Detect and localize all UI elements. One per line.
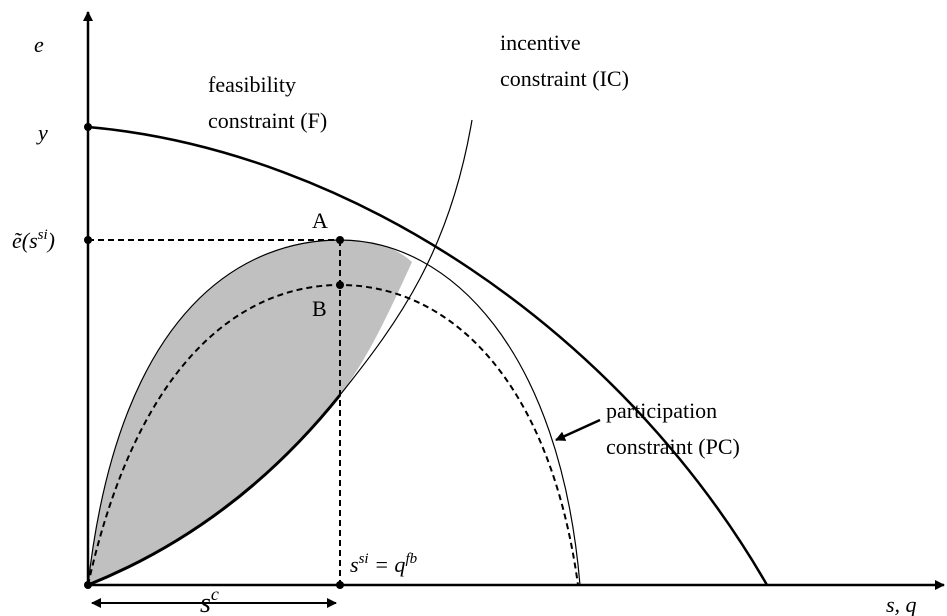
curve-label: incentive [500,30,581,55]
text: = q [369,552,406,577]
curve-label: participation [606,398,717,423]
feasible-region [88,240,412,585]
point [336,281,344,289]
text: si [38,227,48,243]
text: ẽ(s [12,228,38,253]
point [336,581,344,589]
point [336,236,344,244]
text: si [359,551,369,567]
curve-label: constraint (IC) [500,66,629,91]
text: ) [46,228,55,253]
text: s [200,588,211,616]
point [84,123,92,131]
point-label: y [36,120,48,145]
annotation: ssi = qfb [350,551,418,577]
incentive-curve-bold [87,394,342,587]
point [84,581,92,589]
incentive-curve [339,119,473,396]
point-label: A [312,208,328,233]
point [84,236,92,244]
feasibility-curve [87,125,769,586]
text: c [211,584,219,604]
curve-label: feasibility [208,72,296,97]
point-label: ẽ(ssi) [12,227,55,253]
points [84,123,344,589]
curve-label: constraint (PC) [606,434,740,459]
pc-arrow [555,418,601,442]
x-axis-label: s, q [886,592,917,616]
text: s [350,552,359,577]
y-axis-label: e [34,32,44,57]
point-label: B [312,296,327,321]
text: fb [405,551,417,567]
curve-label: constraint (F) [208,108,327,133]
annotation: sc [200,584,219,616]
